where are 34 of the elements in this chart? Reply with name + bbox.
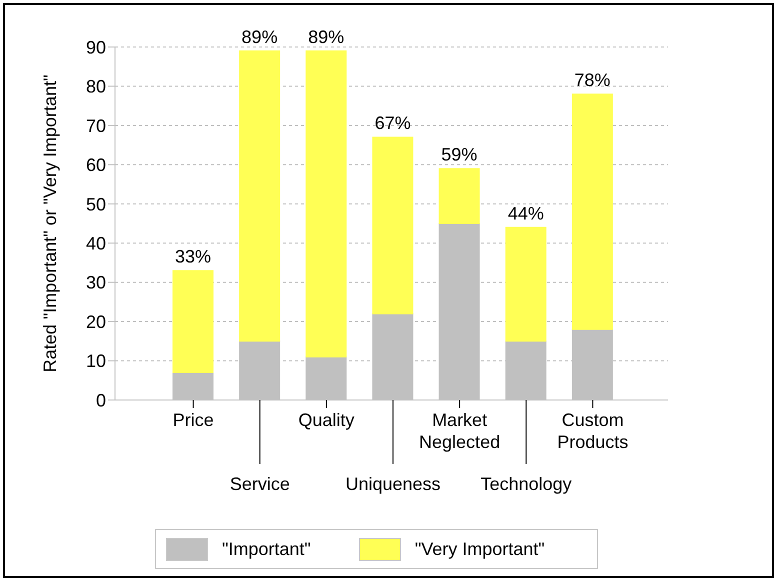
legend-label: "Very Important"	[414, 538, 545, 560]
y-tick-label: 10	[86, 351, 106, 372]
x-tick-label: Market Neglected	[419, 410, 500, 452]
total-label: 33%	[174, 246, 212, 267]
bar	[172, 270, 214, 374]
y-tick-label: 0	[96, 390, 106, 410]
x-tick-label: Technology	[480, 474, 572, 494]
x-tick-label: Uniqueness	[345, 474, 441, 494]
x-tick-label: Quality	[298, 410, 354, 430]
legend-label: "Important"	[222, 538, 311, 560]
total-label: 59%	[441, 144, 478, 165]
y-tick-label: 90	[86, 37, 106, 58]
y-tick-label: 30	[86, 272, 106, 293]
x-tick-label: Price	[172, 410, 214, 430]
y-tick-label: 70	[86, 116, 106, 136]
y-tick-label: 80	[86, 76, 106, 97]
bar	[505, 226, 546, 342]
bar	[372, 136, 414, 314]
y-axis-title: Rated "Important" or "Very Important"	[40, 74, 60, 372]
bar	[572, 94, 613, 330]
x-tick-label: Custom Products	[557, 410, 628, 452]
total-label: 89%	[308, 26, 344, 47]
y-tick-label: 20	[86, 312, 106, 332]
x-tick-label: Service	[230, 474, 290, 494]
bar	[438, 168, 480, 224]
y-tick-label: 50	[86, 194, 106, 214]
total-label: 89%	[242, 26, 278, 47]
bar	[306, 50, 347, 358]
y-tick-label: 40	[86, 234, 106, 254]
total-label: 67%	[374, 113, 411, 134]
total-label: 78%	[574, 70, 610, 90]
y-tick-label: 60	[86, 155, 106, 176]
bar	[239, 50, 280, 342]
total-label: 44%	[508, 203, 544, 224]
